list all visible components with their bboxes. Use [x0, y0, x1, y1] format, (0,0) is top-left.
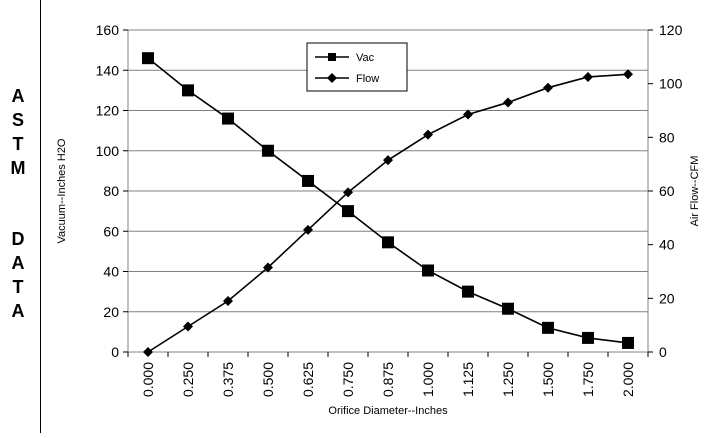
flow-point — [503, 97, 513, 108]
series-line-vac — [147, 57, 629, 344]
legend-vac-label: Vac — [356, 52, 375, 64]
flow-point — [183, 321, 193, 332]
side-label-astm-data: A S T M D A T A — [0, 0, 40, 433]
flow-point — [143, 347, 153, 357]
y-right-tick-label: 80 — [659, 129, 675, 145]
y-left-tick-label: 140 — [96, 62, 120, 78]
y-left-tick-label: 120 — [96, 103, 120, 119]
vac-point — [222, 112, 234, 125]
vac-point — [502, 302, 514, 315]
vac-point — [342, 205, 354, 218]
x-axis-label: Orifice Diameter--Inches — [328, 405, 448, 417]
vac-point — [382, 236, 394, 249]
x-tick-label: 1.500 — [540, 362, 556, 397]
side-letter: A — [11, 253, 25, 273]
x-tick-label: 0.250 — [180, 362, 196, 397]
chart-frame: 0 20 40 60 80 100 120 140 160 0 20 40 60 80 100 120 0.00… — [40, 0, 711, 433]
y-right-tick-label: 40 — [659, 237, 675, 253]
x-tick-label: 0.500 — [260, 362, 276, 397]
side-letter: A — [11, 86, 25, 106]
side-letter: S — [11, 110, 24, 130]
x-tick-label: 0.625 — [300, 362, 316, 397]
vac-point — [262, 144, 274, 157]
flow-point — [583, 71, 593, 82]
x-tick-label: 0.375 — [220, 362, 236, 397]
vac-point — [582, 331, 594, 344]
side-letter: M — [10, 158, 26, 178]
y-right-tick-label: 60 — [659, 183, 675, 199]
legend-vac-marker — [328, 53, 336, 61]
vac-point — [542, 321, 554, 334]
side-letter: A — [11, 301, 25, 321]
legend-flow-label: Flow — [356, 73, 379, 85]
series-line-flow — [147, 73, 629, 353]
x-tick-label: 1.000 — [420, 362, 436, 397]
line-chart: 0 20 40 60 80 100 120 140 160 0 20 40 60 80 100 120 0.00… — [56, 22, 701, 417]
legend-box — [306, 42, 408, 92]
y-right-tick-label: 120 — [659, 22, 683, 38]
flow-point — [343, 187, 353, 198]
x-tick-label: 1.750 — [580, 362, 596, 397]
y-left-tick-label: 100 — [96, 143, 120, 159]
x-tick-label: 1.125 — [460, 362, 476, 397]
vac-point — [462, 285, 474, 298]
y-left-tick-label: 40 — [103, 264, 119, 280]
flow-point — [623, 69, 633, 80]
side-letter: D — [11, 229, 25, 249]
y-left-tick-label: 20 — [103, 304, 119, 320]
flow-point — [263, 262, 273, 273]
flow-point — [383, 155, 393, 166]
vac-point — [182, 84, 194, 97]
vac-point — [622, 336, 634, 349]
vac-point — [422, 264, 434, 277]
x-tick-label: 0.875 — [380, 362, 396, 397]
legend: Vac Flow — [306, 42, 408, 92]
legend-flow-marker — [327, 73, 337, 83]
y-left-tick-label: 0 — [111, 344, 119, 360]
flow-point — [223, 296, 233, 307]
y-right-tick-label: 0 — [659, 344, 667, 360]
side-letter: T — [12, 134, 24, 154]
x-tick-label: 0.000 — [140, 362, 156, 397]
flow-point — [303, 224, 313, 235]
vac-point — [142, 52, 154, 65]
flow-point — [543, 82, 553, 93]
x-tick-label: 0.750 — [340, 362, 356, 397]
y-left-tick-label: 60 — [103, 223, 119, 239]
y-axis-right-label: Air Flow--CFM — [689, 156, 701, 227]
x-tick-label: 1.250 — [500, 362, 516, 397]
vac-point — [302, 174, 314, 187]
flow-point — [463, 109, 473, 120]
y-axis-left-label: Vacuum--Inches H2O — [56, 138, 68, 243]
y-right-tick-label: 20 — [659, 290, 675, 306]
y-right-tick-label: 100 — [659, 76, 683, 92]
y-left-tick-label: 160 — [96, 22, 120, 38]
y-left-tick-label: 80 — [103, 183, 119, 199]
flow-point — [423, 129, 433, 140]
x-tick-label: 2.000 — [620, 362, 636, 397]
side-letter: T — [12, 277, 24, 297]
